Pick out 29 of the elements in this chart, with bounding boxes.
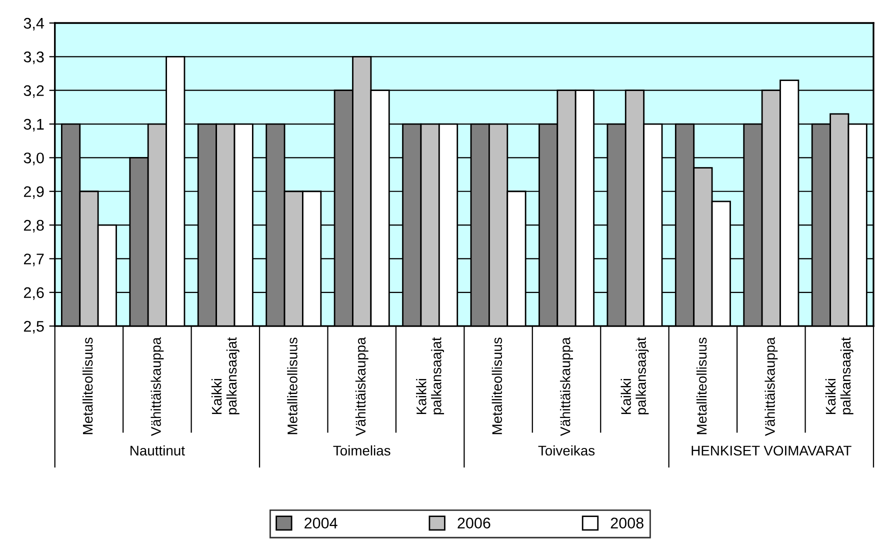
x-tick-label: Vähittäiskauppa [355,337,368,436]
y-tick-label: 2,5 [24,320,44,334]
x-tick-label: Metalliteollisuus [696,338,707,434]
y-tick-label: 3,0 [24,152,44,166]
y-tick-label: 3,1 [24,118,44,132]
text: Toimelias [333,445,390,456]
x-tick-label: Metalliteollisuus [492,338,502,434]
legend-label: 2004 [304,518,338,528]
y-tick-label: 2,9 [24,186,44,199]
text: Toiveikas [538,445,595,456]
y-tick-label: 2,6 [24,287,44,300]
x-tick-label: Kaikki palkansaajat [825,337,854,414]
x-tick-label: Metalliteollisuus [287,338,298,434]
x-tick-label: Kaikki palkansaajat [211,337,240,414]
legend-label: 2008 [610,518,644,528]
x-tick-label: Vähittäiskauppa [150,337,164,436]
legend-label: 2006 [458,518,490,528]
y-tick-label: 3,4 [24,18,44,31]
x-tick-label: Kaikki palkansaajat [620,337,649,414]
y-tick-label: 3,3 [24,52,44,64]
y-tick-label: 2,8 [24,220,44,233]
x-tick-label: Vähittäiskauppa [764,337,778,436]
y-tick-label: 2,7 [24,254,44,266]
y-tick-label: 3,2 [24,85,44,98]
x-tick-label: Kaikki palkansaajat [416,337,444,414]
x-tick-label: Vähittäiskauppa [560,337,573,436]
x-tick-label: Metalliteollisuus [82,338,93,434]
text: HENKISET VOIMAVARAT [692,446,852,456]
text: Nauttinut [130,445,185,456]
